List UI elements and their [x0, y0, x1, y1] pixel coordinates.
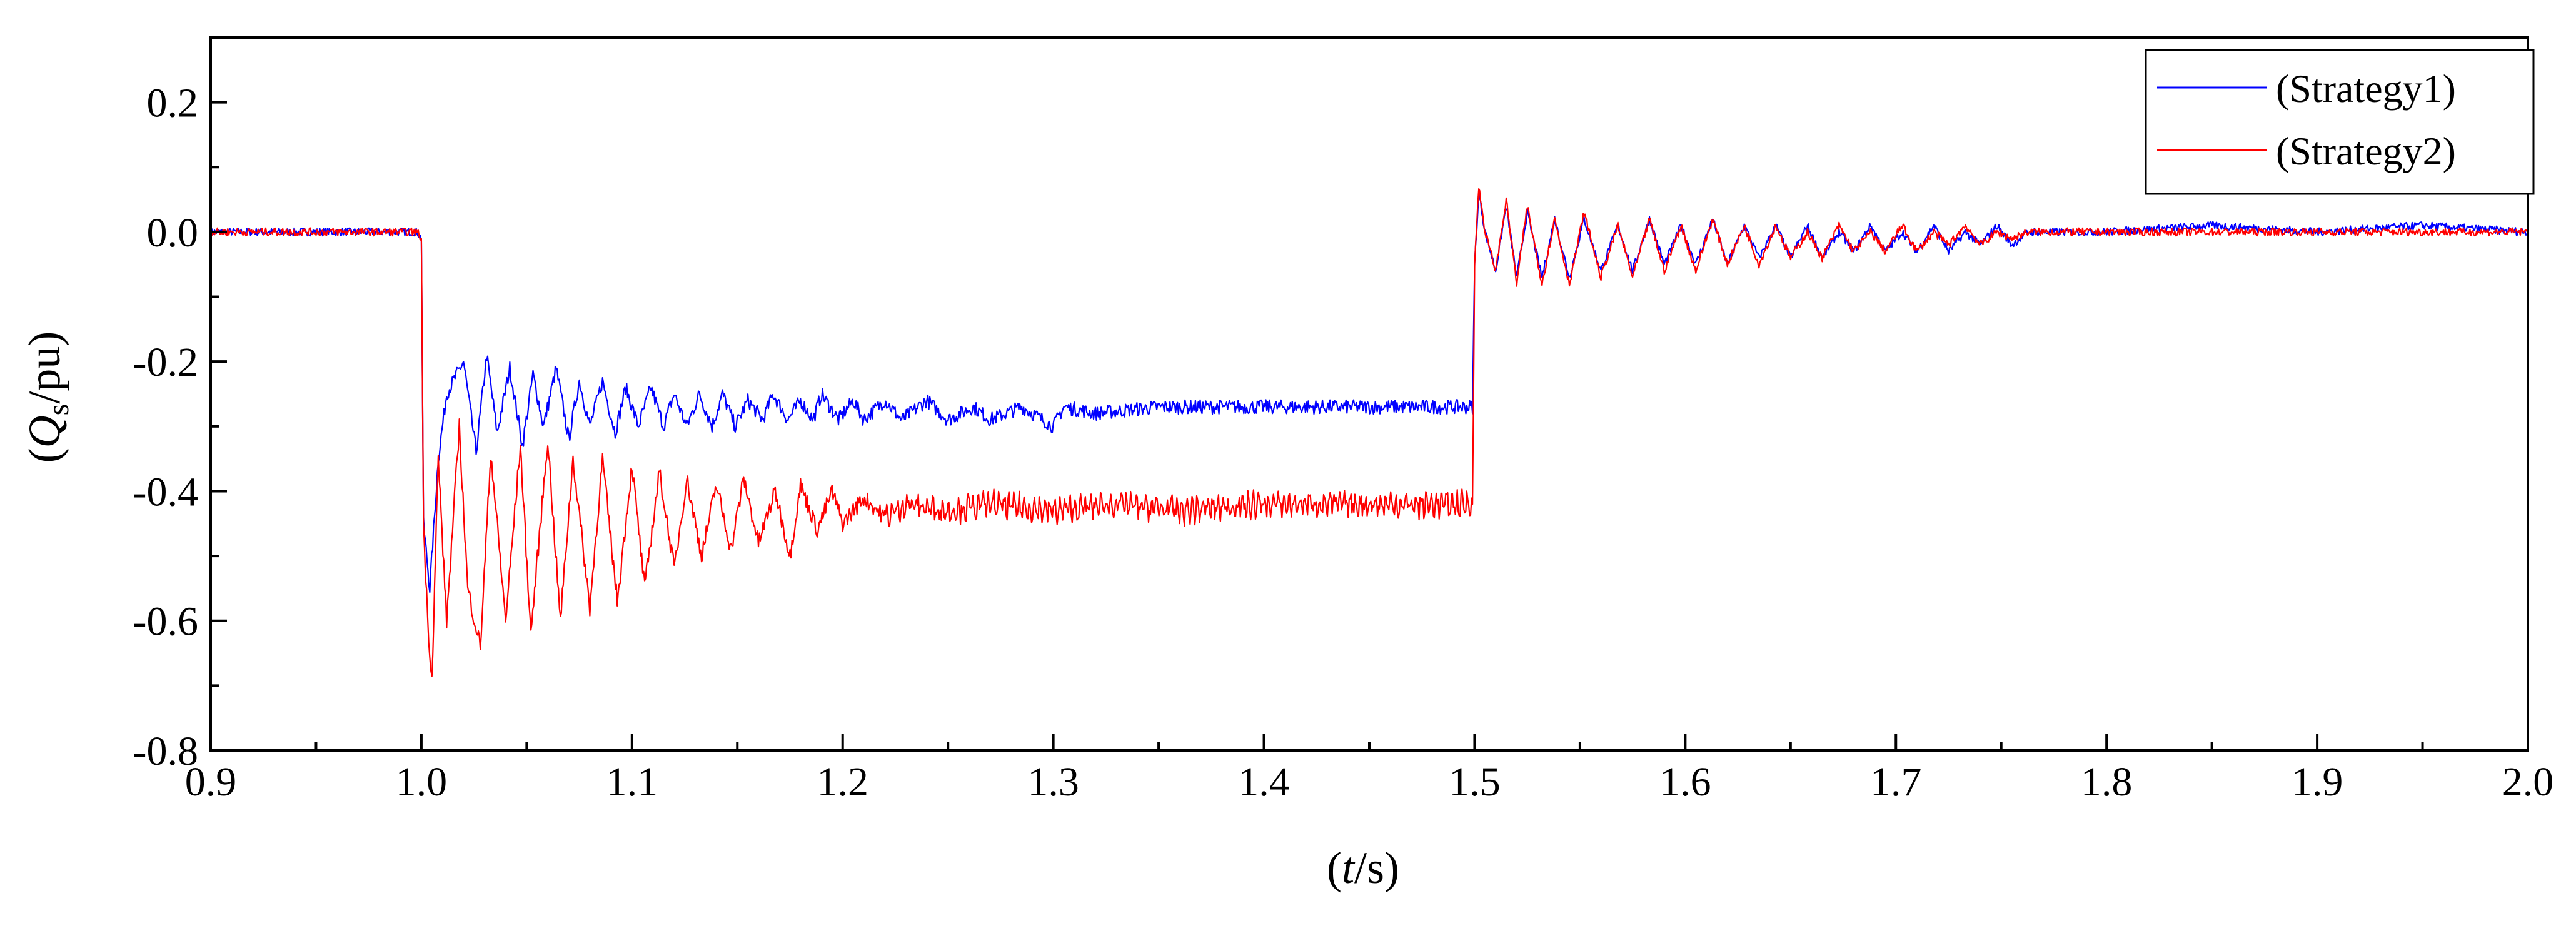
series-line-strategy1 — [209, 190, 2529, 593]
x-tick-label: 1.6 — [1659, 759, 1711, 805]
y-tick-label: -0.6 — [133, 599, 198, 645]
y-tick-label: 0.2 — [147, 81, 199, 126]
y-tick-label: -0.8 — [133, 729, 198, 774]
x-tick-label: 1.3 — [1027, 759, 1079, 805]
x-tick-label: 1.2 — [817, 759, 868, 805]
legend: (Strategy1) (Strategy2) — [2145, 49, 2535, 195]
x-tick-label: 1.1 — [606, 759, 658, 805]
x-tick-label: 1.7 — [1870, 759, 1922, 805]
x-tick-label: 2.0 — [2502, 759, 2554, 805]
y-axis: -0.8 -0.6 -0.4 -0.2 0.0 0.2 — [133, 81, 227, 774]
x-axis-title: (t/s) — [1327, 843, 1399, 893]
x-tick-label: 1.4 — [1238, 759, 1290, 805]
x-axis: 0.9 1.0 1.1 1.2 1.3 1.4 1.5 1.6 1.7 1.8 1.9 2.0 — [185, 734, 2554, 805]
plot-series — [209, 188, 2529, 677]
x-tick-label: 1.0 — [396, 759, 448, 805]
legend-label-strategy1: (Strategy1) — [2276, 66, 2456, 111]
series-line-strategy2 — [209, 188, 2528, 677]
y-axis-title: (Qs/pu) — [19, 331, 75, 463]
x-tick-label: 1.8 — [2081, 759, 2133, 805]
legend-box — [2145, 49, 2535, 195]
y-tick-label: -0.2 — [133, 340, 198, 385]
y-tick-label: -0.4 — [133, 469, 198, 515]
x-tick-label: 0.9 — [185, 759, 237, 805]
x-tick-label: 1.5 — [1449, 759, 1501, 805]
x-tick-label: 1.9 — [2292, 759, 2343, 805]
y-tick-label: 0.0 — [147, 210, 199, 256]
legend-label-strategy2: (Strategy2) — [2276, 129, 2456, 173]
